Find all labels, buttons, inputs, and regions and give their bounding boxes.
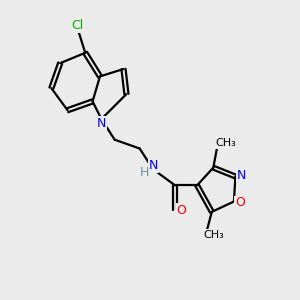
Text: CH₃: CH₃ bbox=[204, 230, 225, 240]
Text: CH₃: CH₃ bbox=[216, 138, 236, 148]
Text: O: O bbox=[177, 204, 186, 217]
Text: N: N bbox=[237, 169, 246, 182]
Text: Cl: Cl bbox=[72, 19, 84, 32]
Text: H: H bbox=[140, 166, 149, 179]
Text: N: N bbox=[97, 117, 106, 130]
Text: O: O bbox=[235, 196, 245, 209]
Text: N: N bbox=[149, 159, 158, 172]
